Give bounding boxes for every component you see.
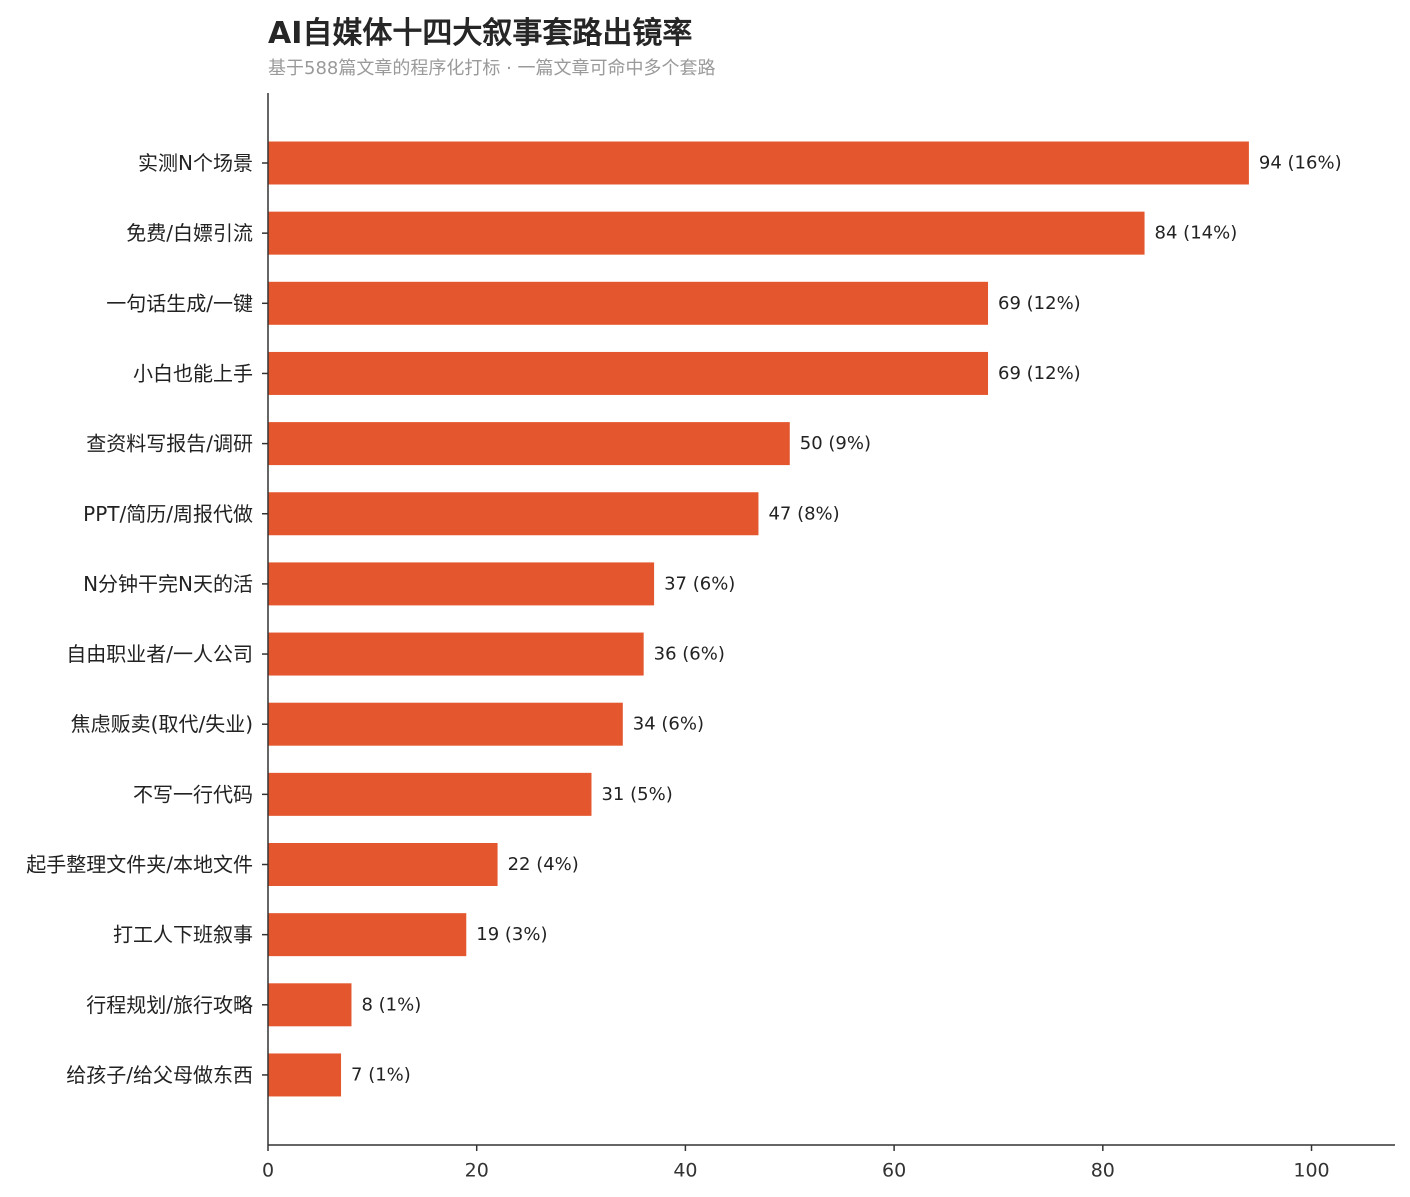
data-label: 69 (12%) xyxy=(998,293,1081,314)
data-label: 94 (16%) xyxy=(1259,153,1342,174)
data-label: 47 (8%) xyxy=(768,503,839,524)
x-tick-label: 80 xyxy=(1091,1160,1115,1182)
y-tick-label: 一句话生成/一键 xyxy=(106,291,253,315)
data-label: 37 (6%) xyxy=(664,573,735,594)
y-tick-label: 起手整理文件夹/本地文件 xyxy=(26,853,253,877)
y-tick-label: 不写一行代码 xyxy=(133,782,253,806)
data-label: 69 (12%) xyxy=(998,363,1081,384)
data-label: 7 (1%) xyxy=(351,1064,411,1085)
data-label: 8 (1%) xyxy=(361,994,421,1015)
bar xyxy=(268,422,790,466)
data-label: 31 (5%) xyxy=(601,784,672,805)
data-label: 19 (3%) xyxy=(476,924,547,945)
y-tick-label: N分钟干完N天的活 xyxy=(83,572,253,596)
chart-title: AI自媒体十四大叙事套路出镜率 xyxy=(268,16,693,51)
y-tick-label: 免费/白嫖引流 xyxy=(126,221,253,245)
y-tick-label: 小白也能上手 xyxy=(133,361,253,385)
y-tick-label: 焦虑贩卖(取代/失业) xyxy=(71,712,253,736)
x-tick-label: 20 xyxy=(465,1160,489,1182)
bar xyxy=(268,702,623,746)
bar xyxy=(268,843,498,886)
bar xyxy=(268,913,467,957)
bar xyxy=(268,492,759,536)
bar xyxy=(268,351,989,395)
chart-subtitle: 基于588篇文章的程序化打标 · 一篇文章可命中多个套路 xyxy=(268,58,716,79)
y-tick-label: 实测N个场景 xyxy=(138,151,253,175)
y-tick-label: 自由职业者/一人公司 xyxy=(66,642,253,666)
x-tick-label: 60 xyxy=(882,1160,906,1182)
data-label: 50 (9%) xyxy=(800,433,871,454)
y-tick-label: PPT/简历/周报代做 xyxy=(83,502,253,526)
data-label: 34 (6%) xyxy=(633,714,704,735)
bar xyxy=(268,1053,342,1097)
bar xyxy=(268,772,592,816)
y-tick-label: 查资料写报告/调研 xyxy=(86,432,253,456)
y-tick-label: 给孩子/给父母做东西 xyxy=(66,1063,253,1087)
data-label: 36 (6%) xyxy=(654,644,725,665)
bar xyxy=(268,983,352,1027)
data-label: 22 (4%) xyxy=(508,854,579,875)
x-tick-label: 0 xyxy=(262,1160,274,1182)
x-tick-label: 100 xyxy=(1293,1160,1329,1182)
bar xyxy=(268,141,1249,185)
bar xyxy=(268,211,1145,255)
y-tick-label: 打工人下班叙事 xyxy=(113,923,253,947)
bar xyxy=(268,632,644,676)
y-tick-label: 行程规划/旅行攻略 xyxy=(86,993,253,1017)
data-label: 84 (14%) xyxy=(1155,223,1238,244)
bar xyxy=(268,562,655,606)
x-tick-label: 40 xyxy=(673,1160,697,1182)
bar xyxy=(268,281,989,325)
